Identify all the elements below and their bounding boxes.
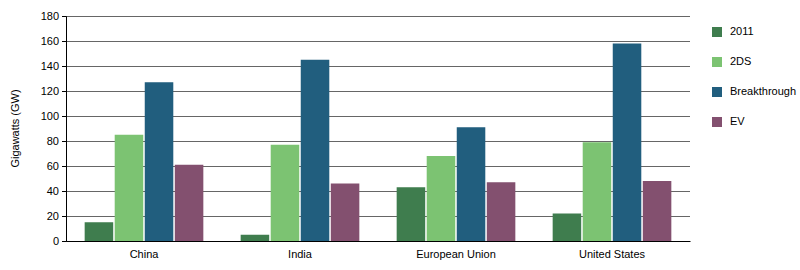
y-tick: 100 (41, 110, 66, 122)
y-tick-label: 100 (41, 110, 59, 122)
bar (145, 82, 174, 241)
y-axis-line (62, 17, 67, 242)
y-tick-mark (62, 116, 66, 117)
x-axis-line (67, 241, 691, 242)
y-tick-label: 20 (47, 210, 59, 222)
y-tick-mark (62, 91, 66, 92)
x-tick: India (288, 241, 313, 260)
x-tick-label: China (130, 248, 160, 260)
bar (643, 181, 672, 241)
legend-swatch (712, 87, 722, 97)
y-tick-mark (62, 216, 66, 217)
bar (175, 165, 204, 241)
y-tick: 40 (47, 185, 66, 197)
y-tick: 0 (53, 235, 66, 247)
bar (115, 135, 144, 241)
y-tick: 140 (41, 60, 66, 72)
x-tick-label: European Union (416, 248, 496, 260)
grid-line (66, 41, 690, 42)
bars (85, 44, 672, 242)
y-tick-label: 140 (41, 60, 59, 72)
y-tick: 120 (41, 85, 66, 97)
bar (241, 235, 270, 241)
y-tick: 180 (41, 10, 66, 22)
bar (553, 214, 582, 242)
bar (583, 142, 612, 241)
y-tick-label: 0 (53, 235, 59, 247)
x-tick: European Union (416, 241, 496, 260)
y-tick-mark (62, 141, 66, 142)
y-tick-label: 40 (47, 185, 59, 197)
y-axis-title: Gigawatts (GW) (9, 89, 21, 167)
legend: 2011 2DS Breakthrough EV (712, 25, 796, 127)
bar (271, 145, 300, 241)
bar (487, 182, 516, 241)
grid-line (66, 66, 690, 67)
x-axis: China India European Union United States (67, 241, 691, 260)
y-tick-mark (62, 66, 66, 67)
y-tick-mark (62, 16, 66, 17)
grid-line (66, 16, 690, 17)
chart: 0 20 40 60 80 100 120 140 160 180 China India Europe… (0, 0, 800, 270)
legend-swatch (712, 117, 722, 127)
bar (457, 127, 486, 241)
y-tick-label: 80 (47, 135, 59, 147)
y-tick: 20 (47, 210, 66, 222)
legend-swatch (712, 27, 722, 37)
y-tick-label: 60 (47, 160, 59, 172)
x-tick: China (130, 241, 160, 260)
y-tick: 80 (47, 135, 66, 147)
legend-label: 2DS (730, 55, 751, 67)
plot: 0 20 40 60 80 100 120 140 160 180 China India Europe… (41, 10, 691, 260)
y-tick: 60 (47, 160, 66, 172)
y-tick-label: 160 (41, 35, 59, 47)
y-tick-mark (62, 41, 66, 42)
bar (397, 187, 426, 241)
x-tick-label: United States (579, 248, 646, 260)
y-tick-mark (62, 166, 66, 167)
y-tick-label: 120 (41, 85, 59, 97)
y-axis: 0 20 40 60 80 100 120 140 160 180 (41, 10, 67, 247)
bar (427, 156, 456, 241)
x-tick-label: India (288, 248, 313, 260)
y-tick-label: 180 (41, 10, 59, 22)
bar (85, 222, 114, 241)
y-tick-mark (62, 191, 66, 192)
legend-label: EV (730, 115, 745, 127)
bar (613, 44, 642, 242)
grid (66, 16, 690, 241)
legend-label: Breakthrough (730, 85, 796, 97)
y-tick: 160 (41, 35, 66, 47)
x-tick: United States (579, 241, 646, 260)
y-tick-mark (62, 241, 66, 242)
bar (301, 60, 330, 241)
bar (331, 184, 360, 242)
legend-swatch (712, 57, 722, 67)
legend-label: 2011 (730, 25, 754, 37)
